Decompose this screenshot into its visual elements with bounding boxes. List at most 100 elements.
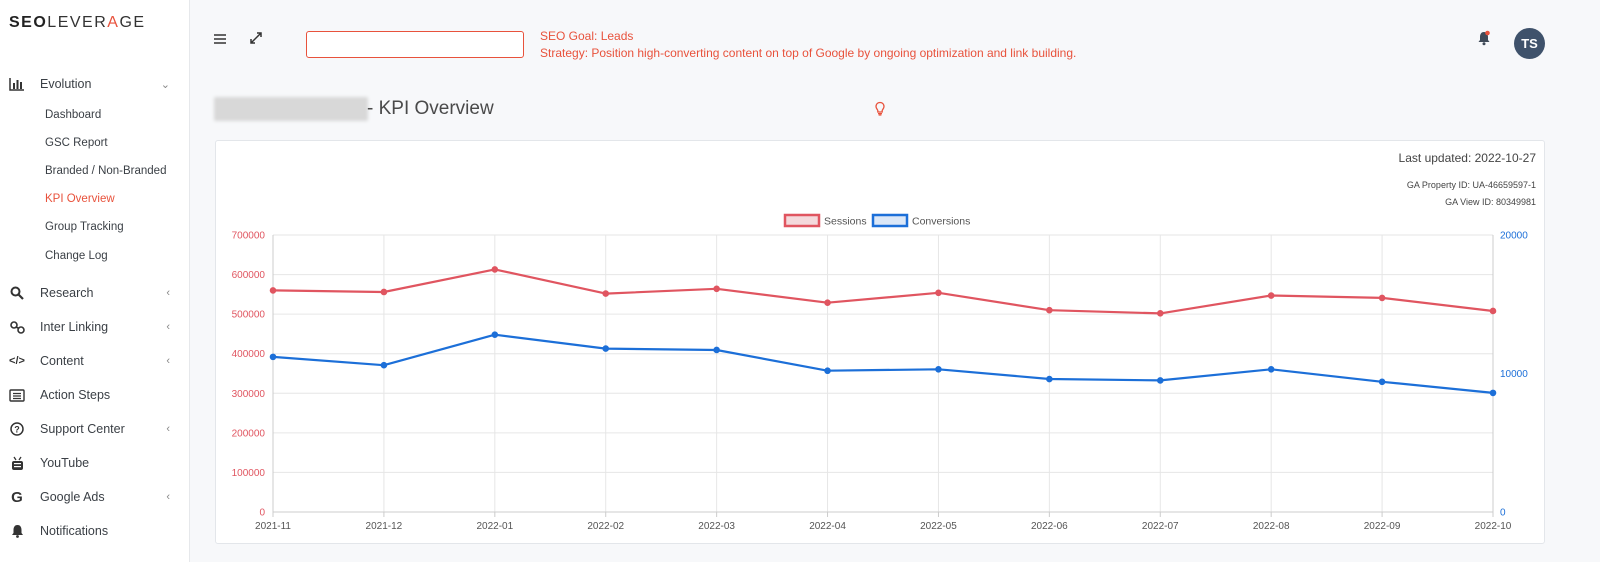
x-tick-label: 2022-05 bbox=[920, 521, 957, 532]
sidebar-item-label: Google Ads bbox=[40, 490, 105, 504]
sidebar-item-evolution[interactable]: Evolution ⌄ bbox=[0, 70, 190, 98]
sidebar-item-support-center[interactable]: ? Support Center ‹ bbox=[0, 415, 190, 443]
bar-chart-icon bbox=[9, 76, 25, 92]
fullscreen-icon[interactable] bbox=[250, 31, 262, 47]
ga-view-id: GA View ID: 80349981 bbox=[1445, 197, 1536, 207]
sidebar: SEOLEVERAGE Evolution ⌄ Dashboard GSC Re… bbox=[0, 0, 190, 562]
conversions-point bbox=[491, 331, 499, 339]
subnav-branded[interactable]: Branded / Non-Branded bbox=[45, 165, 167, 177]
y-left-tick-label: 500000 bbox=[232, 310, 266, 321]
code-icon: </> bbox=[9, 355, 25, 367]
question-circle-icon: ? bbox=[9, 421, 25, 437]
legend-label-conversions: Conversions bbox=[912, 216, 970, 228]
conversions-point bbox=[713, 346, 720, 354]
sidebar-item-action-steps[interactable]: Action Steps bbox=[0, 381, 190, 409]
sidebar-item-google-ads[interactable]: G Google Ads ‹ bbox=[0, 483, 190, 511]
subnav-gsc-report[interactable]: GSC Report bbox=[45, 137, 108, 149]
legend-label-sessions: Sessions bbox=[824, 216, 867, 228]
sidebar-item-research[interactable]: Research ‹ bbox=[0, 279, 190, 307]
avatar[interactable]: TS bbox=[1514, 28, 1545, 59]
sidebar-item-label: Notifications bbox=[40, 524, 109, 538]
menu-icon[interactable] bbox=[214, 31, 226, 47]
x-tick-label: 2022-07 bbox=[1142, 521, 1179, 532]
logo[interactable]: SEOLEVERAGE bbox=[9, 14, 146, 32]
logo-accent: A bbox=[107, 14, 120, 31]
x-tick-label: 2022-09 bbox=[1364, 521, 1401, 532]
sessions-point bbox=[1156, 310, 1164, 317]
sidebar-item-content[interactable]: </> Content ‹ bbox=[0, 347, 190, 375]
y-left-tick-label: 100000 bbox=[232, 468, 266, 479]
x-tick-label: 2022-08 bbox=[1253, 521, 1290, 532]
sidebar-item-label: Support Center bbox=[40, 422, 125, 436]
youtube-icon bbox=[9, 455, 25, 471]
conversions-point bbox=[269, 353, 277, 361]
logo-part-end: GE bbox=[119, 14, 146, 31]
ga-property-id: GA Property ID: UA-46659597-1 bbox=[1406, 180, 1536, 190]
sessions-point bbox=[269, 287, 277, 294]
kpi-line-chart: 0100000200000300000400000500000600000700… bbox=[232, 213, 1528, 532]
conversions-point bbox=[1267, 366, 1275, 373]
sessions-series-line bbox=[272, 268, 1494, 315]
subnav-change-log[interactable]: Change Log bbox=[45, 250, 108, 262]
sidebar-item-inter-linking[interactable]: Inter Linking ‹ bbox=[0, 313, 190, 341]
subnav-dashboard[interactable]: Dashboard bbox=[45, 109, 102, 121]
sidebar-item-notifications[interactable]: Notifications bbox=[0, 517, 190, 545]
y-left-tick-label: 0 bbox=[259, 508, 265, 519]
y-left-tick-label: 200000 bbox=[232, 428, 266, 439]
y-left-tick-label: 600000 bbox=[232, 270, 266, 281]
y-right-tick-label: 0 bbox=[1500, 508, 1506, 519]
list-icon bbox=[9, 387, 25, 403]
conversions-point bbox=[1046, 375, 1053, 383]
strategy-text: Strategy: Position high-converting conte… bbox=[540, 46, 1077, 60]
sidebar-item-youtube[interactable]: YouTube bbox=[0, 449, 190, 477]
y-right-tick-label: 10000 bbox=[1500, 369, 1528, 380]
x-tick-label: 2022-01 bbox=[476, 521, 513, 532]
sidebar-item-label: Evolution bbox=[40, 77, 92, 91]
y-left-tick-label: 300000 bbox=[232, 389, 266, 400]
x-tick-label: 2022-02 bbox=[587, 521, 624, 532]
chevron-left-icon: ‹ bbox=[166, 321, 170, 333]
redacted-site-name bbox=[214, 97, 368, 121]
conversions-point bbox=[380, 361, 388, 369]
chevron-down-icon: ⌄ bbox=[160, 78, 170, 91]
x-tick-label: 2022-03 bbox=[698, 521, 735, 532]
subnav-kpi-overview[interactable]: KPI Overview bbox=[45, 193, 115, 205]
conversions-point bbox=[824, 367, 831, 375]
conversions-point bbox=[1156, 377, 1164, 384]
sidebar-item-label: Content bbox=[40, 354, 84, 368]
sidebar-item-label: YouTube bbox=[40, 456, 90, 470]
chevron-left-icon: ‹ bbox=[166, 355, 170, 367]
y-right-tick-label: 20000 bbox=[1500, 231, 1528, 242]
conversions-point bbox=[935, 366, 942, 373]
sessions-point bbox=[380, 288, 388, 296]
conversions-point bbox=[1378, 378, 1386, 386]
x-tick-label: 2022-04 bbox=[809, 521, 846, 532]
sessions-point bbox=[824, 299, 831, 306]
link-icon bbox=[9, 319, 25, 335]
sessions-point bbox=[1046, 306, 1053, 314]
bell-icon bbox=[9, 523, 25, 539]
sessions-point bbox=[1378, 294, 1386, 302]
subnav-group-tracking[interactable]: Group Tracking bbox=[45, 221, 124, 233]
chevron-left-icon: ‹ bbox=[166, 287, 170, 299]
search-input[interactable] bbox=[306, 31, 524, 58]
svg-text:?: ? bbox=[14, 425, 20, 435]
chevron-left-icon: ‹ bbox=[166, 423, 170, 435]
sidebar-item-label: Action Steps bbox=[40, 388, 111, 402]
lightbulb-icon[interactable] bbox=[874, 101, 886, 121]
x-tick-label: 2021-11 bbox=[255, 521, 291, 532]
sidebar-item-label: Inter Linking bbox=[40, 320, 109, 334]
notification-bell-icon[interactable] bbox=[1477, 30, 1491, 51]
x-tick-label: 2022-06 bbox=[1031, 521, 1068, 532]
sessions-point bbox=[935, 289, 942, 297]
legend-swatch-sessions bbox=[783, 213, 821, 228]
y-left-tick-label: 700000 bbox=[232, 231, 266, 242]
sessions-point bbox=[491, 266, 499, 273]
page-title: - KPI Overview bbox=[367, 98, 494, 119]
conversions-point bbox=[602, 345, 610, 352]
logo-part: LEVER bbox=[47, 14, 108, 31]
logo-bold: SEO bbox=[9, 14, 48, 31]
conversions-point bbox=[1489, 389, 1497, 397]
last-updated: Last updated: 2022-10-27 bbox=[1398, 151, 1536, 165]
search-icon bbox=[9, 285, 25, 301]
